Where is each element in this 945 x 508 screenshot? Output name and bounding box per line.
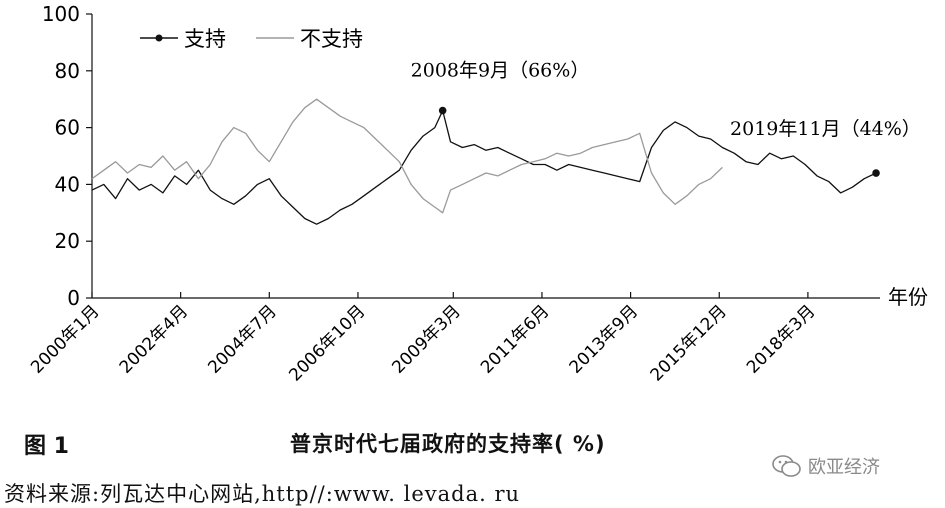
legend-label-support: 支持 (184, 27, 226, 51)
y-tick-label: 60 (55, 116, 80, 140)
source-note: 资料来源:列瓦达中心网站,http//:www. levada. ru (4, 482, 521, 506)
x-tick-label: 2018年3月 (743, 301, 819, 377)
series-line-support (91, 109, 877, 225)
annotation-label: 2019年11月（44%） (730, 118, 921, 140)
figure-label: 图 1 (24, 434, 69, 459)
figure-title: 普京时代七届政府的支持率( %) (290, 432, 606, 456)
x-tick-label: 2015年12月 (647, 301, 731, 385)
line-chart: 0 20 40 60 80 100 2000年1月 2002年4月 2004年7月 2006年10… (27, 2, 928, 385)
x-tick-label: 2011年6月 (477, 301, 553, 377)
wechat-icon (772, 455, 801, 477)
annotation-point (872, 169, 880, 177)
y-tick-label: 40 (55, 172, 80, 196)
axes-layer (86, 13, 880, 299)
y-tick-label: 80 (55, 59, 80, 83)
x-tick-label: 2009年3月 (388, 301, 464, 377)
x-tick-label: 2000年1月 (27, 301, 103, 377)
x-axis-label: 年份 (888, 285, 928, 309)
series-layer (91, 98, 880, 225)
x-tick-label: 2004年7月 (204, 301, 280, 377)
annotation-point (438, 106, 447, 115)
legend-marker-support (155, 34, 163, 42)
y-tick-label: 100 (42, 2, 80, 26)
x-tick-label: 2013年9月 (566, 301, 642, 377)
watermark: 欧亚经济 (772, 453, 880, 479)
x-tick-label: 2002年4月 (116, 301, 192, 377)
legend-label-oppose: 不支持 (300, 27, 363, 51)
y-tick-label: 20 (55, 229, 80, 253)
watermark-text: 欧亚经济 (808, 457, 880, 478)
series-line-oppose (91, 98, 723, 214)
annotation-label: 2008年9月（66%） (411, 60, 590, 82)
y-tick-label: 0 (67, 286, 80, 310)
labels-layer: 0 20 40 60 80 100 2000年1月 2002年4月 2004年7月 2006年10… (27, 2, 928, 385)
x-tick-label: 2006年10月 (285, 301, 369, 385)
